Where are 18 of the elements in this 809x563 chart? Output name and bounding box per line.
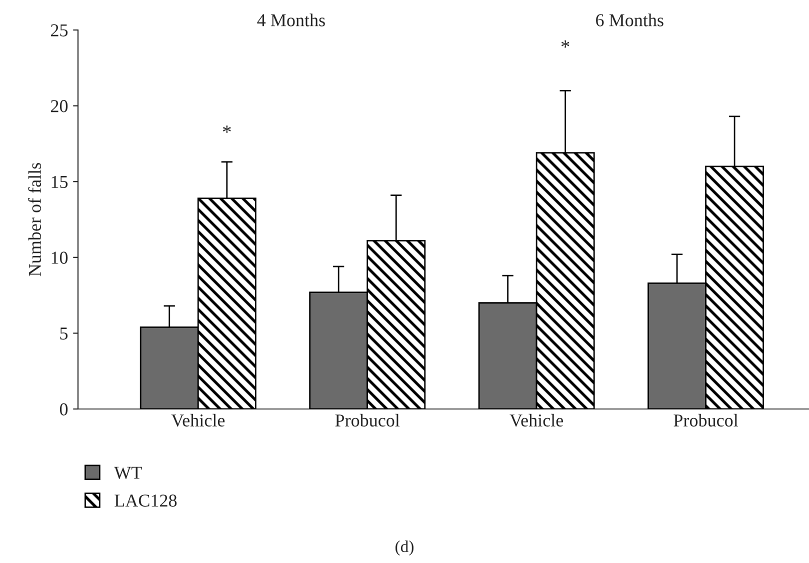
x-tick-label: Vehicle [510, 414, 564, 427]
y-tick-label: 20 [51, 100, 68, 112]
annotation: * [561, 40, 570, 48]
legend-label: LAC128 [114, 494, 177, 507]
x-tick-label: Probucol [335, 414, 400, 427]
x-tick-label: Vehicle [171, 414, 225, 427]
y-tick-label: 5 [60, 328, 68, 340]
text: 6 Months [596, 14, 664, 26]
y-axis-title: Number of falls [28, 162, 41, 276]
legend-label: WT [114, 466, 142, 479]
y-tick-label: 15 [52, 176, 68, 188]
y-tick-label: 25 [51, 24, 68, 36]
x-tick-label: Probucol [674, 414, 738, 427]
text: (d) [396, 540, 414, 556]
text: 4 Months [257, 14, 325, 26]
y-tick-label: 10 [52, 252, 68, 264]
y-tick-label: 0 [60, 403, 68, 416]
annotation: * [222, 126, 231, 133]
